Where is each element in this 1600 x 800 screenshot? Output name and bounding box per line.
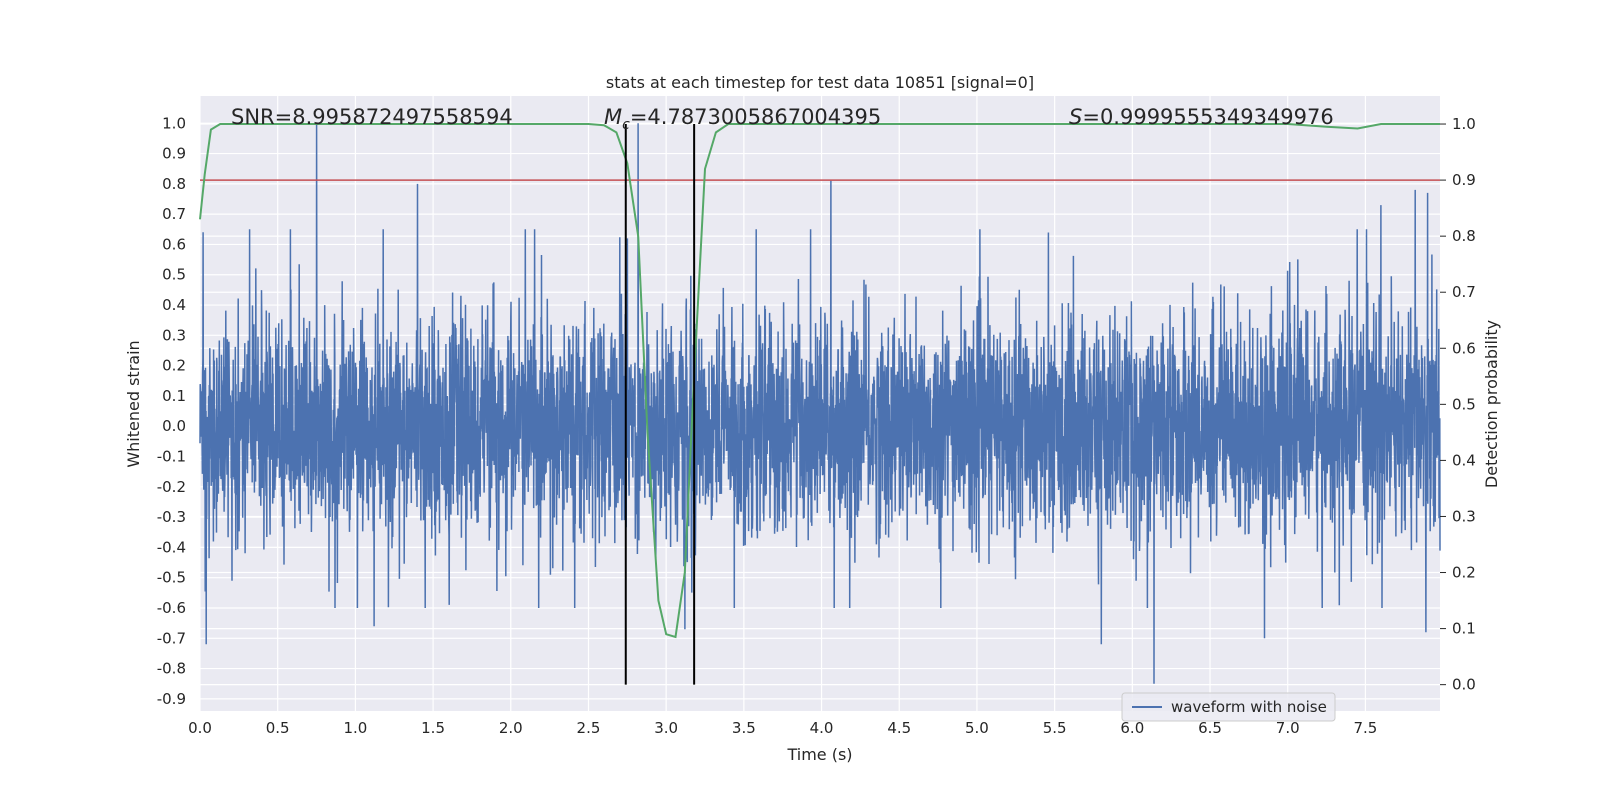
chirp-mass-annotation: Mc=4.787300586700439​5 [604, 105, 881, 133]
y-tick-label: 1.0 [162, 114, 186, 132]
y-tick-label: 0.4 [162, 296, 186, 314]
x-tick-label: 2.0 [499, 719, 523, 737]
y2-tick-label: 0.4 [1452, 451, 1476, 469]
x-tick-label: 7.0 [1276, 719, 1300, 737]
waveform-line [199, 123, 1441, 684]
probability-series [199, 123, 1440, 639]
y-tick-label: 0.7 [162, 205, 186, 223]
x-tick-label: 4.0 [810, 719, 834, 737]
y-tick-label: 0.9 [162, 145, 186, 163]
y2-tick-label: 0.9 [1452, 171, 1476, 189]
x-axis-label: Time (s) [786, 745, 852, 764]
x-tick-label: 6.5 [1198, 719, 1222, 737]
y-tick-label: -0.5 [157, 569, 186, 587]
legend: waveform with noise [1121, 692, 1336, 722]
s-value: =0.9999555349349976 [1082, 105, 1333, 129]
y2-tick-label: 0.6 [1452, 339, 1476, 357]
chart-title: stats at each timestep for test data 108… [606, 73, 1034, 92]
x-tick-label: 4.5 [887, 719, 911, 737]
y-tick-label: -0.7 [157, 629, 186, 647]
y-tick-label: 0.1 [162, 387, 186, 405]
y2-tick-label: 0.7 [1452, 283, 1476, 301]
chirp-mass-symbol: M [604, 105, 622, 129]
chirp-mass-value: =4.787300586700439​5 [630, 105, 881, 129]
x-tick-label: 3.5 [732, 719, 756, 737]
x-tick-label: 6.0 [1120, 719, 1144, 737]
y2-axis-label: Detection probability [1482, 320, 1501, 488]
waveform-series [199, 123, 1441, 684]
x-tick-label: 3.0 [654, 719, 678, 737]
probability-line [199, 123, 1440, 639]
y2-tick-label: 0.8 [1452, 227, 1476, 245]
x-tick-label: 0.5 [266, 719, 290, 737]
x-tick-label: 1.5 [421, 719, 445, 737]
y-tick-label: 0.8 [162, 175, 186, 193]
y-tick-label: -0.8 [157, 660, 186, 678]
legend-label: waveform with noise [1171, 698, 1327, 716]
axis-ticks: 0.0 0.5 1.0 1.5 2.0 2.5 3.0 3.5 4.0 4.5 5.0 5.5 6.0 6… [157, 114, 1476, 737]
y-tick-label: 0.0 [162, 417, 186, 435]
y-tick-label: 0.2 [162, 357, 186, 375]
x-tick-label: 5.0 [965, 719, 989, 737]
y-tick-label: 0.3 [162, 326, 186, 344]
s-annotation: S=0.9999555349349976 [1069, 105, 1334, 129]
y-tick-label: -0.9 [157, 690, 186, 708]
y2-tick-label: 0.0 [1452, 676, 1476, 694]
s-symbol: S [1069, 105, 1082, 129]
x-tick-label: 1.0 [343, 719, 367, 737]
y-tick-label: -0.3 [157, 508, 186, 526]
y-tick-label: -0.1 [157, 448, 186, 466]
y2-tick-label: 0.3 [1452, 507, 1476, 525]
x-tick-label: 0.0 [188, 719, 212, 737]
x-tick-label: 2.5 [577, 719, 601, 737]
y2-tick-label: 0.2 [1452, 564, 1476, 582]
chirp-mass-subscript: c [622, 117, 630, 133]
event-markers [624, 124, 696, 685]
y-tick-label: 0.6 [162, 235, 186, 253]
y-tick-label: -0.2 [157, 478, 186, 496]
y-tick-label: -0.6 [157, 599, 186, 617]
y-tick-label: 0.5 [162, 266, 186, 284]
snr-annotation: SNR=8.995872497558594 [231, 105, 513, 129]
x-tick-label: 5.5 [1043, 719, 1067, 737]
legend-box [1121, 692, 1336, 722]
y2-tick-label: 0.5 [1452, 395, 1476, 413]
y2-tick-label: 0.1 [1452, 620, 1476, 638]
x-tick-label: 7.5 [1353, 719, 1377, 737]
y2-tick-label: 1.0 [1452, 115, 1476, 133]
y-tick-label: -0.4 [157, 538, 186, 556]
y-axis-label: Whitened strain [124, 340, 143, 467]
